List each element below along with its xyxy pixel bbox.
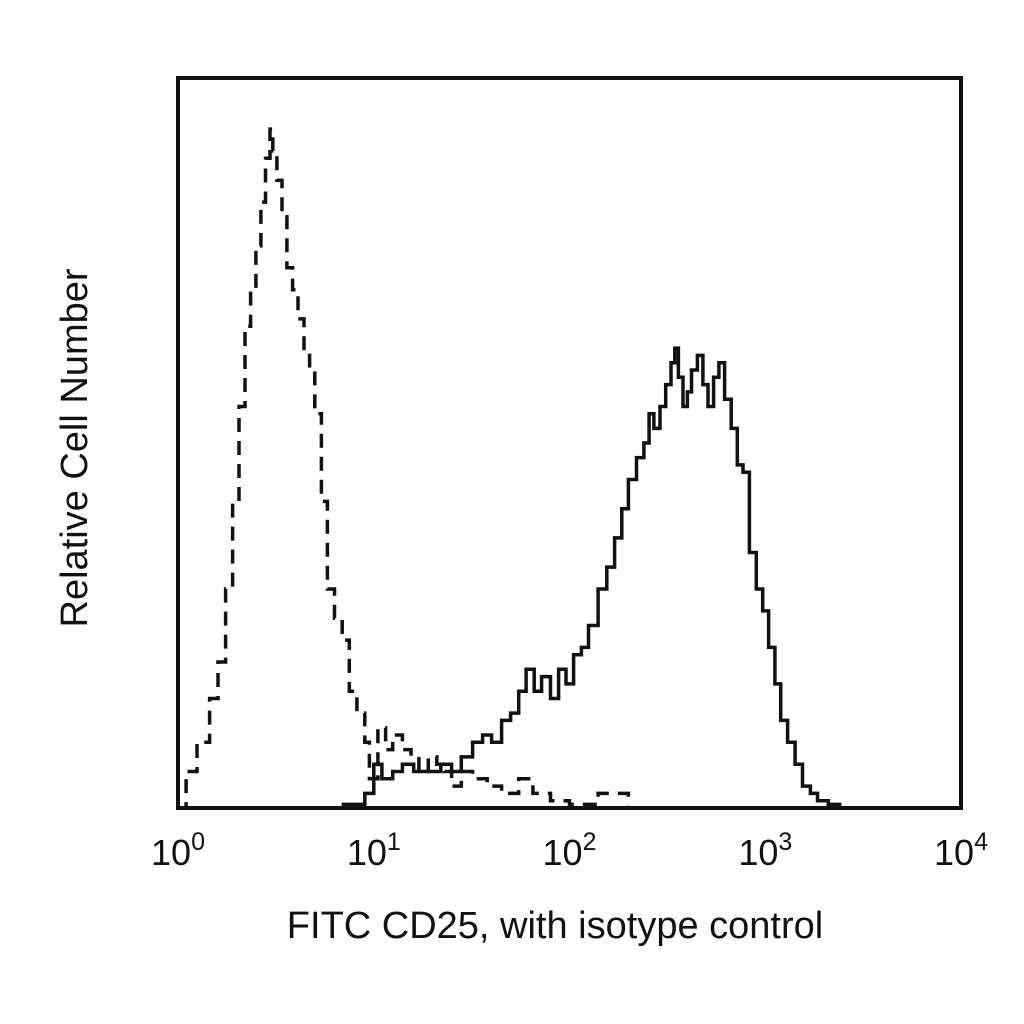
x-tick-label: 102	[543, 828, 597, 873]
y-axis-title: Relative Cell Number	[54, 268, 96, 627]
plot-background	[178, 78, 961, 808]
x-tick-labels: 100 101 102 103 104	[151, 828, 988, 873]
series-layer	[178, 127, 842, 810]
x-axis-title: FITC CD25, with isotype control	[287, 905, 823, 947]
x-tick-label: 103	[738, 828, 792, 873]
x-tick-label: 100	[151, 828, 205, 873]
x-tick-label: 104	[934, 828, 988, 873]
x-tick-label: 101	[347, 828, 401, 873]
plot-frame	[176, 76, 963, 810]
isotype-control-histogram	[178, 127, 631, 810]
cd25-histogram	[314, 346, 842, 810]
